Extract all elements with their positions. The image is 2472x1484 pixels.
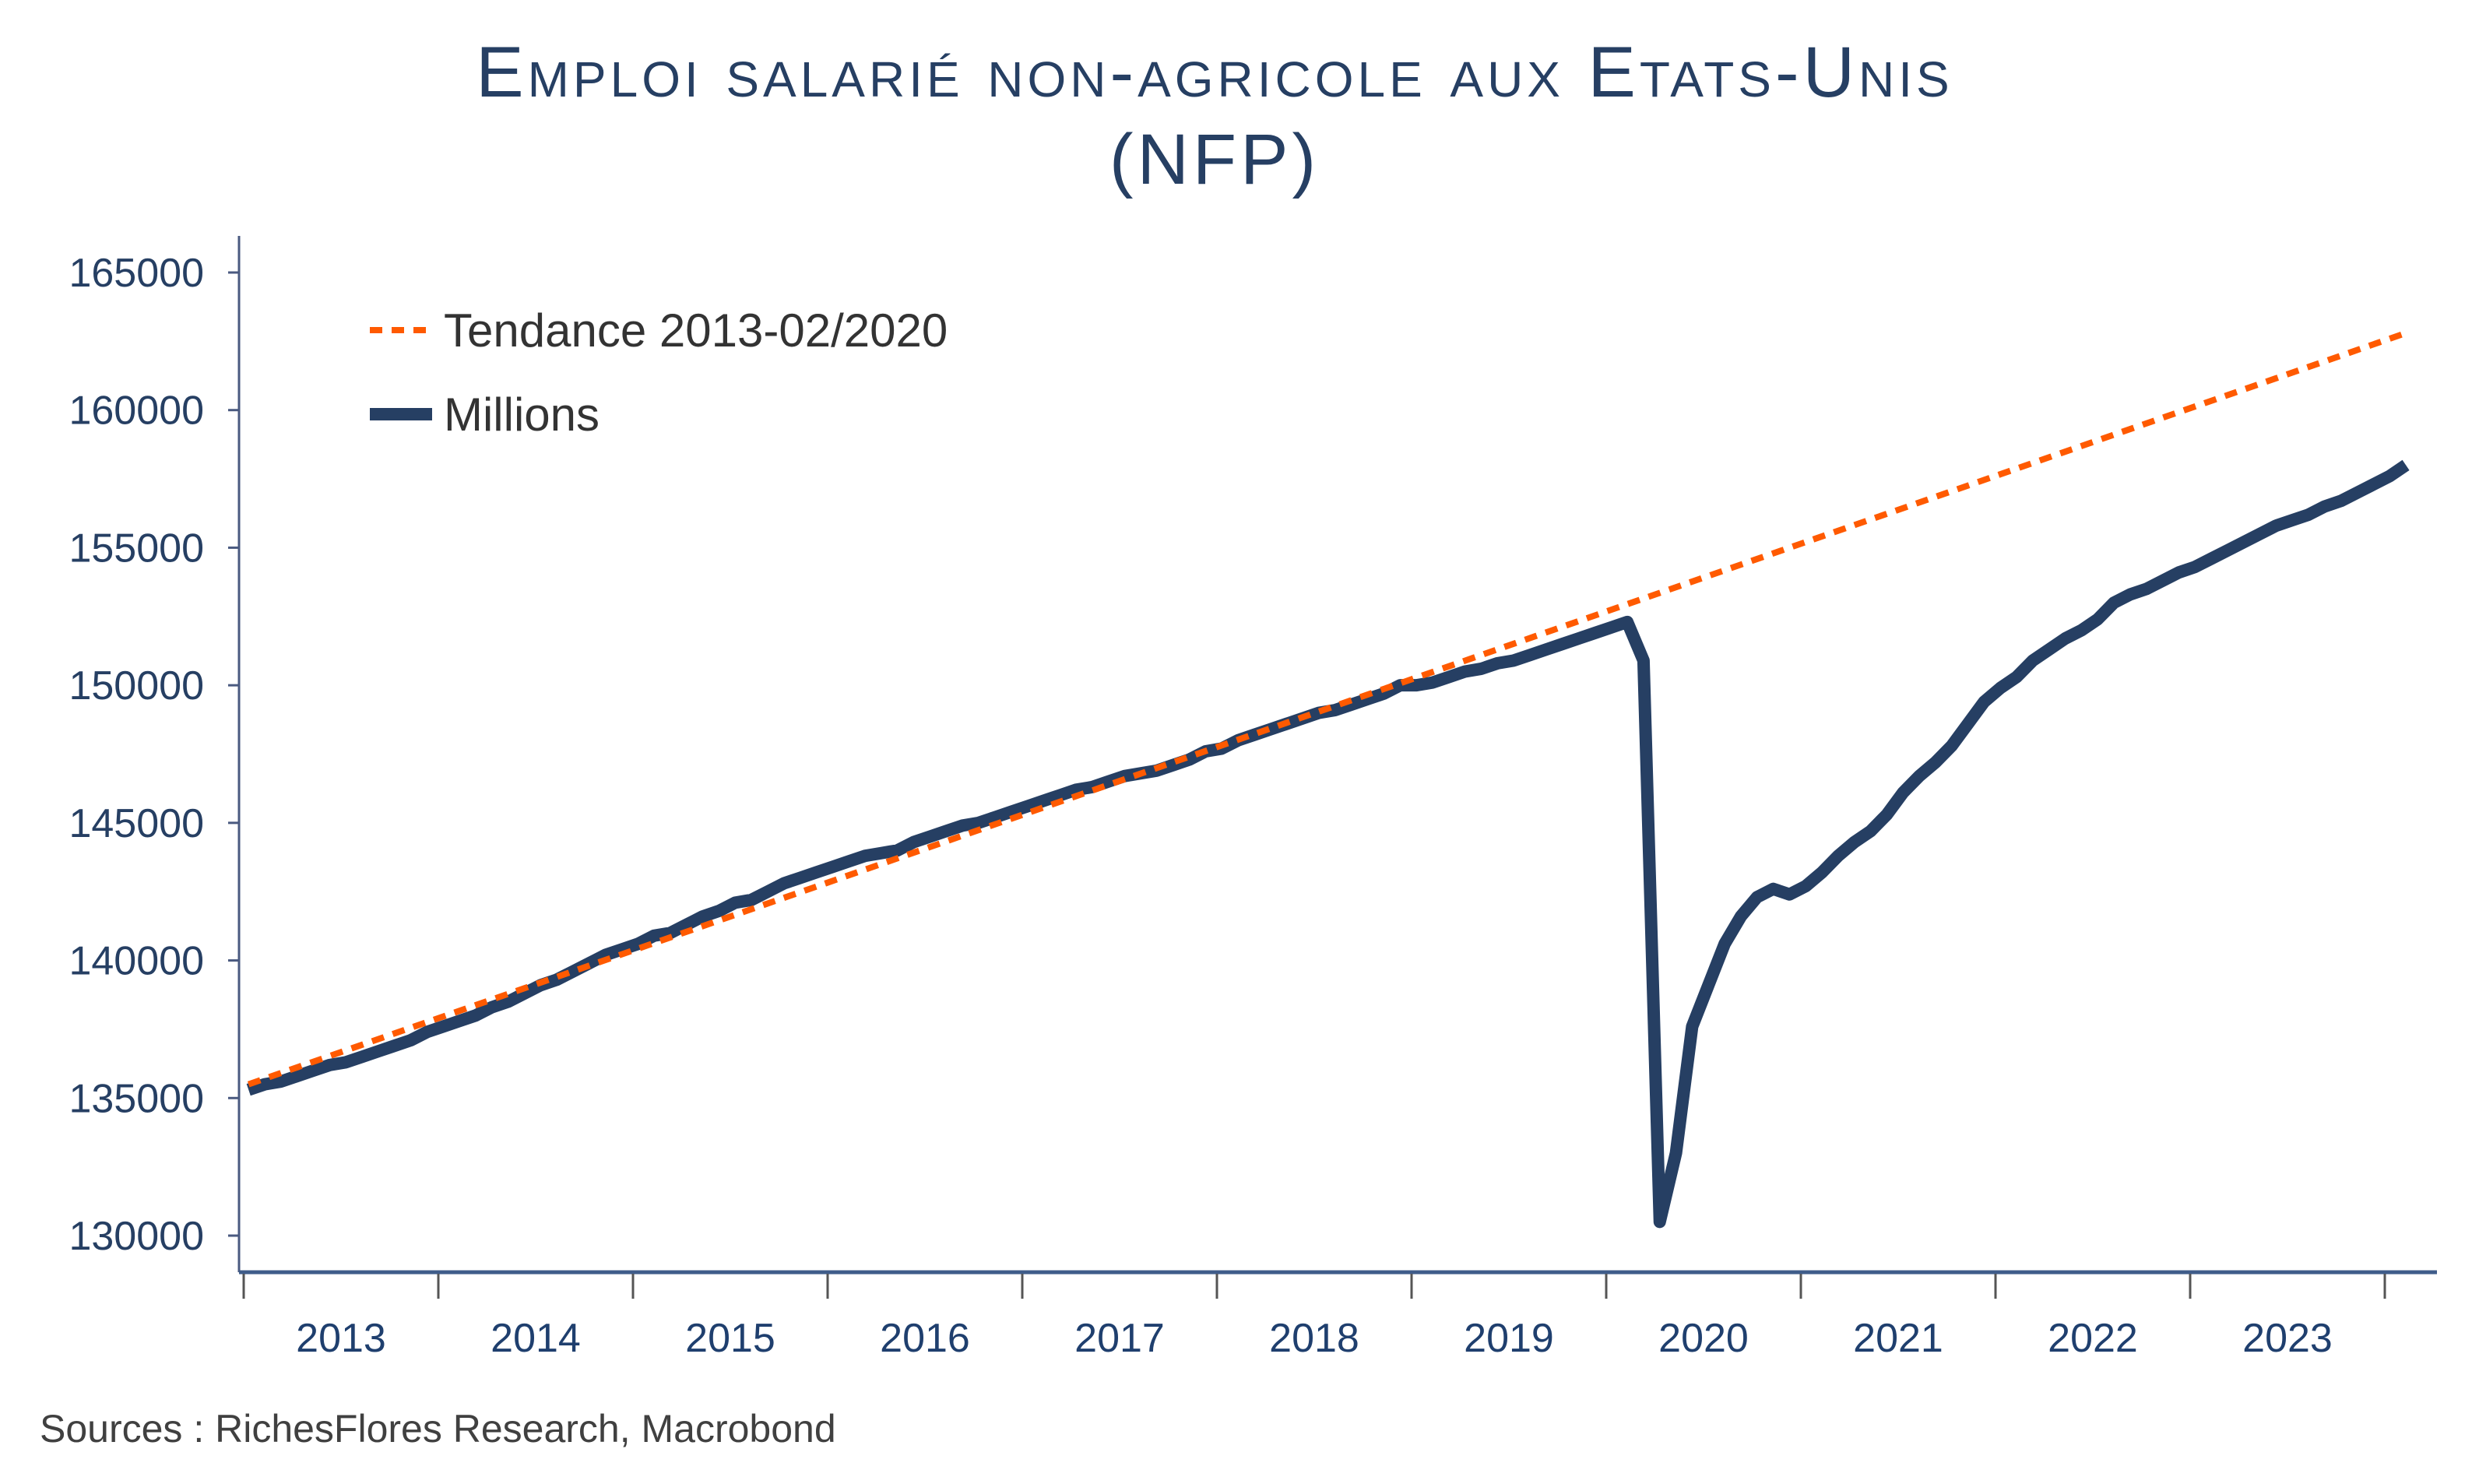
x-tick-label: 2013 — [296, 1316, 386, 1361]
y-tick-label: 140000 — [69, 939, 204, 984]
chart-title-line-2: (NFP) — [1109, 120, 1320, 199]
x-tick-label: 2014 — [491, 1316, 581, 1361]
x-tick-label: 2022 — [2048, 1316, 2138, 1361]
y-tick-label: 155000 — [69, 526, 204, 571]
legend-label-millions: Millions — [444, 389, 600, 441]
series-line-trend — [247, 329, 2407, 1088]
y-tick-label: 145000 — [69, 801, 204, 846]
x-tick-label: 2016 — [880, 1316, 970, 1361]
axes — [237, 236, 2437, 1275]
chart-title-line-1: Emploi salarié non-agricole aux Etats-Un… — [476, 33, 1953, 112]
x-ticks: 2013 2014 2015 2016 2017 2018 2019 2020 2021 2022… — [242, 1274, 2386, 1361]
series-group — [246, 329, 2410, 1229]
legend-label-trend: Tendance 2013-02/2020 — [444, 304, 948, 357]
x-tick-label: 2015 — [685, 1316, 775, 1361]
y-ticks: 130000 135000 140000 145000 150000 155000 1600… — [69, 251, 239, 1259]
y-tick-label: 160000 — [69, 389, 204, 434]
x-tick-label: 2019 — [1464, 1316, 1554, 1361]
legend: Tendance 2013-02/2020 Millions — [370, 304, 948, 441]
x-tick-label: 2021 — [1853, 1316, 1943, 1361]
series-line-millions — [246, 459, 2410, 1229]
y-tick-label: 130000 — [69, 1214, 204, 1259]
y-tick-label: 135000 — [69, 1076, 204, 1121]
x-tick-label: 2023 — [2242, 1316, 2333, 1361]
y-tick-label: 165000 — [69, 251, 204, 296]
y-tick-label: 150000 — [69, 663, 204, 709]
x-tick-label: 2020 — [1658, 1316, 1749, 1361]
source-note: Sources : RichesFlores Research, Macrobo… — [40, 1407, 836, 1451]
x-tick-label: 2017 — [1074, 1316, 1165, 1361]
x-tick-label: 2018 — [1269, 1316, 1359, 1361]
